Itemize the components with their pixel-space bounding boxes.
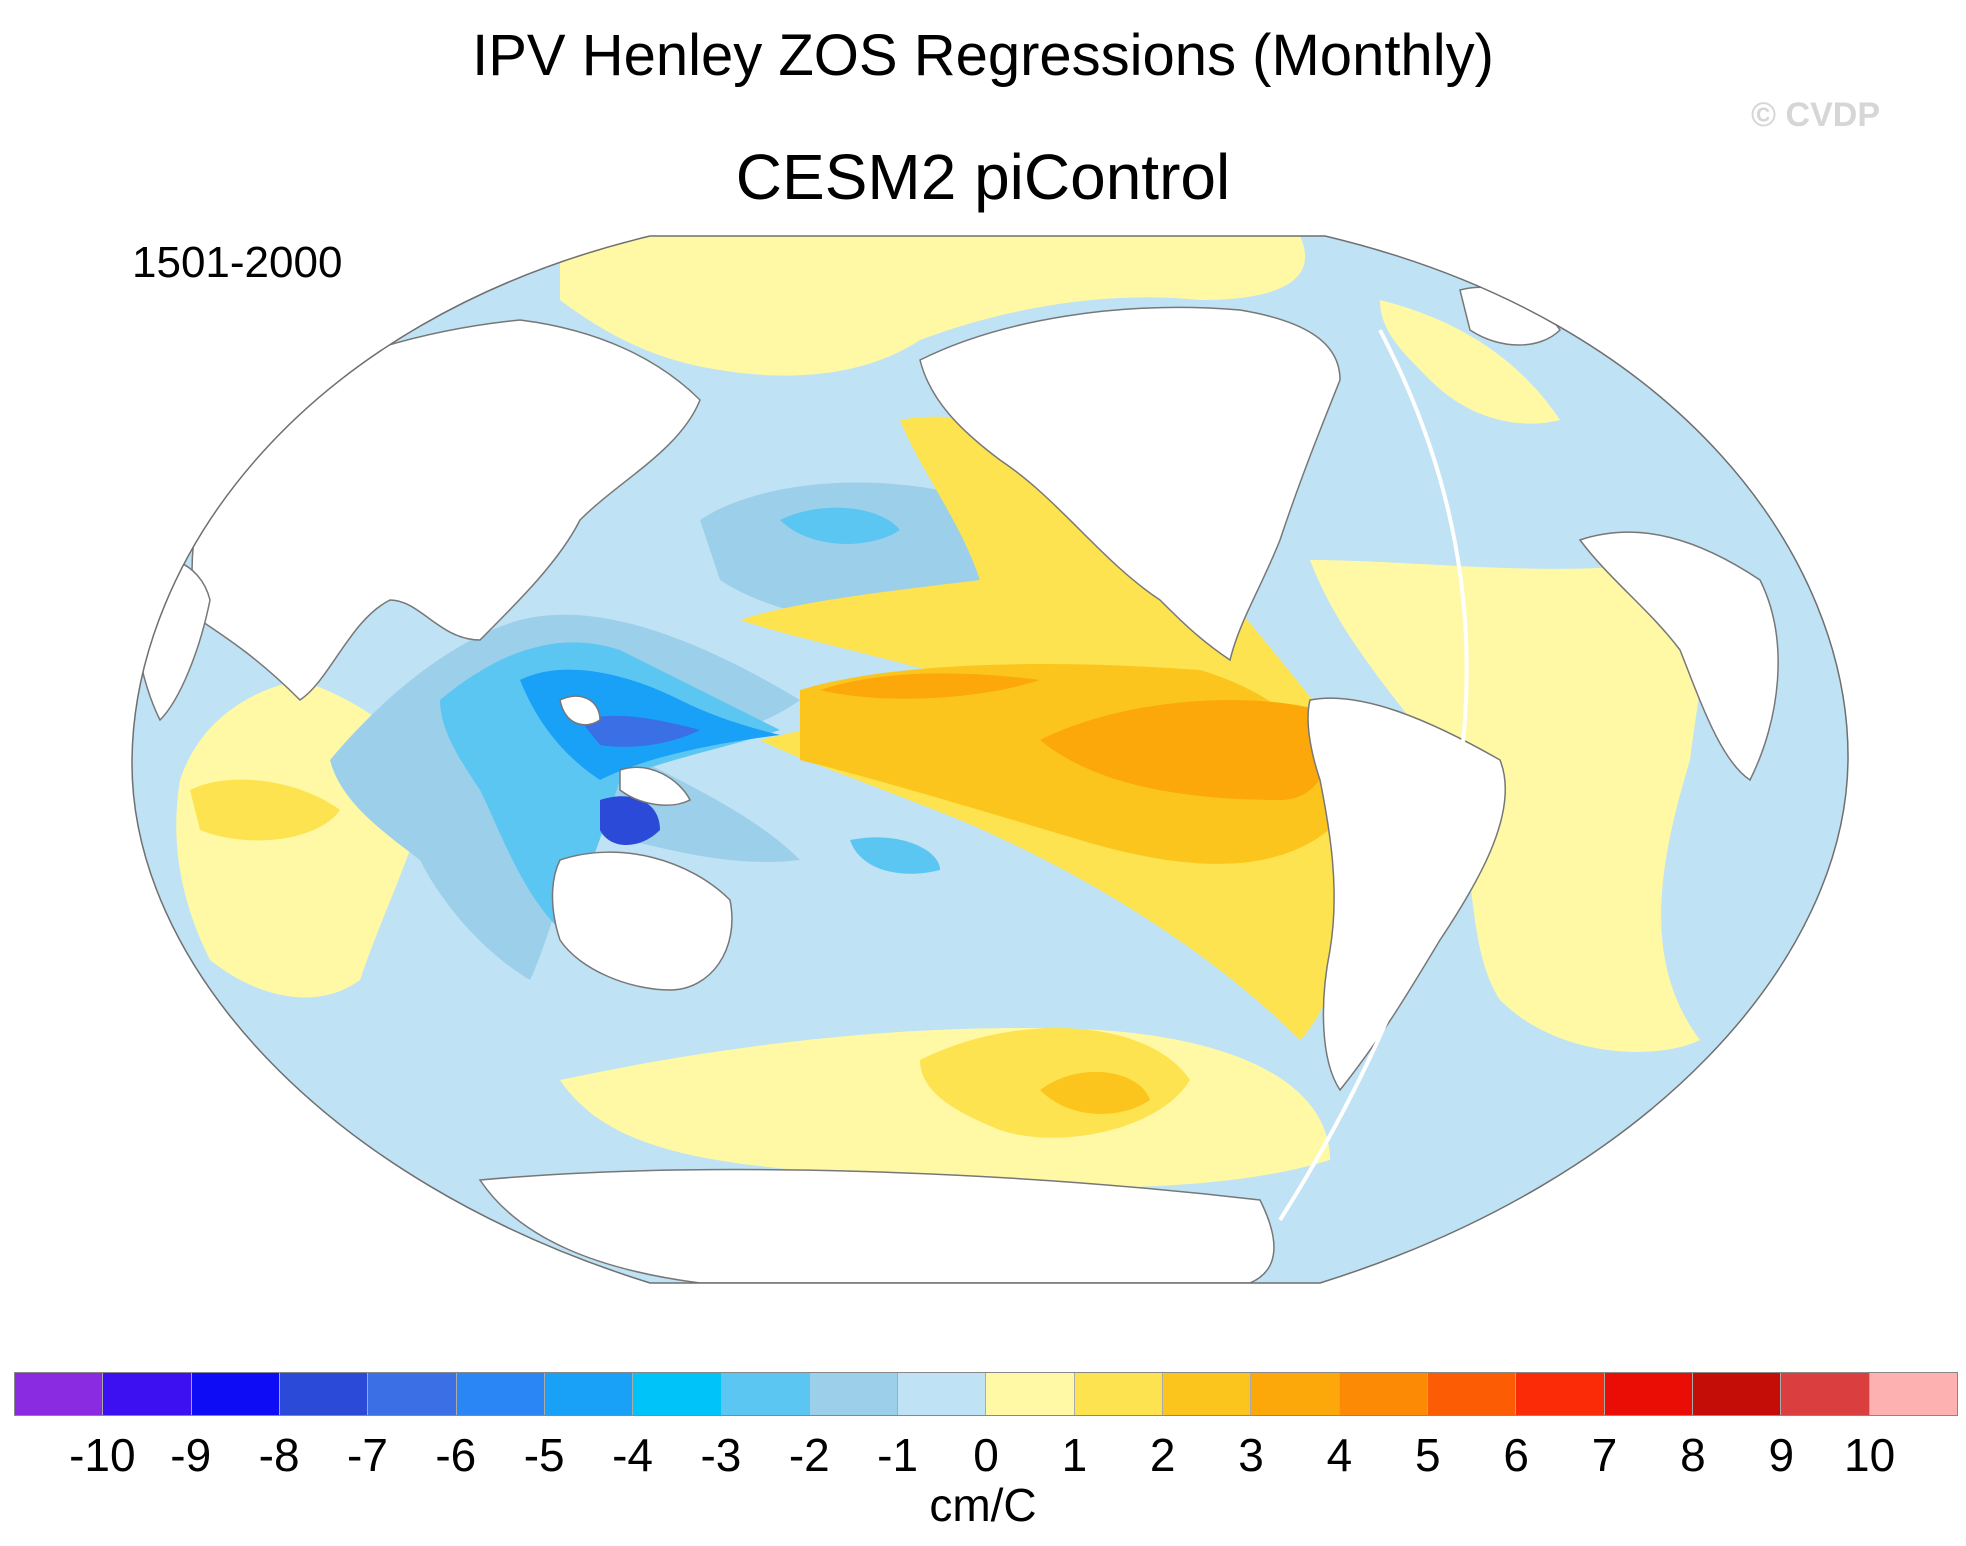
projection-seam xyxy=(1278,329,1469,1222)
colorbar-swatch xyxy=(633,1373,722,1415)
colorbar-swatch xyxy=(368,1373,457,1415)
colorbar-tick-label: -5 xyxy=(523,1429,565,1481)
colorbar-tick-label: 9 xyxy=(1768,1429,1795,1481)
colorbar-swatch xyxy=(279,1373,369,1415)
new-guinea-peak xyxy=(600,796,660,845)
colorbar-swatch xyxy=(1074,1373,1164,1415)
colorbar-swatch xyxy=(1339,1373,1428,1415)
new-guinea-land xyxy=(619,766,692,806)
colorbar-tick-label: 5 xyxy=(1415,1429,1441,1481)
globe-outline xyxy=(131,235,1849,1284)
colorbar-swatch xyxy=(1516,1373,1605,1415)
colorbar-swatch xyxy=(103,1373,192,1415)
south-pacific-negative xyxy=(850,837,940,874)
colorbar-tick-label: 8 xyxy=(1680,1429,1706,1481)
north-pacific-core xyxy=(780,507,900,544)
warm-pool-peak xyxy=(580,715,700,747)
colorbar-tick-label: 4 xyxy=(1326,1429,1353,1481)
colorbar-tick-label: -9 xyxy=(170,1429,212,1481)
colorbar-tick-label: -1 xyxy=(877,1429,919,1481)
colorbar-tick-label: -6 xyxy=(435,1429,477,1481)
australia-land xyxy=(551,851,733,991)
equatorial-positive-band xyxy=(820,673,1040,699)
map-field xyxy=(131,236,1849,1283)
colorbar-tick-label: 3 xyxy=(1238,1429,1264,1481)
colorbar-ticks: -10 -9 -8 -7 -6 -5 -4 -3 -2 -1 0 1 2 3 4 5 6 7 8 9 10 xyxy=(14,1428,1958,1488)
colorbar-units: cm/C xyxy=(929,1479,1037,1531)
colorbar-swatch xyxy=(191,1373,280,1415)
colorbar-tick-label: 7 xyxy=(1591,1429,1618,1481)
colorbar-tick-label: -7 xyxy=(347,1429,388,1481)
colorbar-tick-label: 0 xyxy=(973,1429,999,1481)
colorbar-swatch xyxy=(1163,1373,1252,1415)
colorbar-tick-label: 2 xyxy=(1149,1429,1176,1481)
africa-west-land xyxy=(1578,531,1779,782)
colorbar-swatch xyxy=(1692,1373,1782,1415)
period-label: 1501-2000 xyxy=(132,238,343,287)
colorbar-tick-label: 10 xyxy=(1844,1429,1896,1481)
colorbar-swatch xyxy=(544,1373,634,1415)
borneo-land xyxy=(559,695,601,726)
credit-watermark: © CVDP xyxy=(1751,96,1880,134)
asia-land xyxy=(191,319,701,701)
colorbar-tick-label: -3 xyxy=(700,1429,742,1481)
east-pacific-peak xyxy=(1040,700,1328,800)
colorbar-swatch xyxy=(986,1373,1075,1415)
colorbar-swatch xyxy=(721,1373,810,1415)
figure-subtitle: CESM2 piControl xyxy=(735,141,1231,213)
antarctica-land xyxy=(478,1168,1275,1283)
land-masses xyxy=(131,286,1791,1283)
colorbar-tick-label: -10 xyxy=(69,1429,136,1481)
colorbar xyxy=(14,1372,1958,1416)
colorbar-tick-label: 6 xyxy=(1503,1429,1529,1481)
north-america-land xyxy=(919,306,1341,662)
figure-title: IPV Henley ZOS Regressions (Monthly) xyxy=(472,23,1494,88)
colorbar-swatch xyxy=(1604,1373,1693,1415)
indian-ocean-core xyxy=(190,779,340,841)
colorbar-swatch xyxy=(1781,1373,1870,1415)
colorbar-tick-label: -4 xyxy=(612,1429,653,1481)
colorbar-swatch xyxy=(15,1373,104,1415)
nordic-positive xyxy=(1380,300,1560,424)
colorbar-swatch xyxy=(1869,1373,1957,1415)
southern-ocean-peak xyxy=(1040,1071,1150,1114)
colorbar-swatch xyxy=(1428,1373,1517,1415)
colorbar-tick-label: -2 xyxy=(788,1429,830,1481)
colorbar-swatch xyxy=(898,1373,987,1415)
colorbar-swatch xyxy=(809,1373,899,1415)
colorbar-swatch xyxy=(456,1373,545,1415)
arctic-positive xyxy=(560,236,1306,376)
atlantic-positive xyxy=(1310,560,1704,1052)
colorbar-tick-label: -8 xyxy=(258,1429,300,1481)
colorbar-tick-label: 1 xyxy=(1061,1429,1088,1481)
colorbar-swatch xyxy=(1251,1373,1340,1415)
